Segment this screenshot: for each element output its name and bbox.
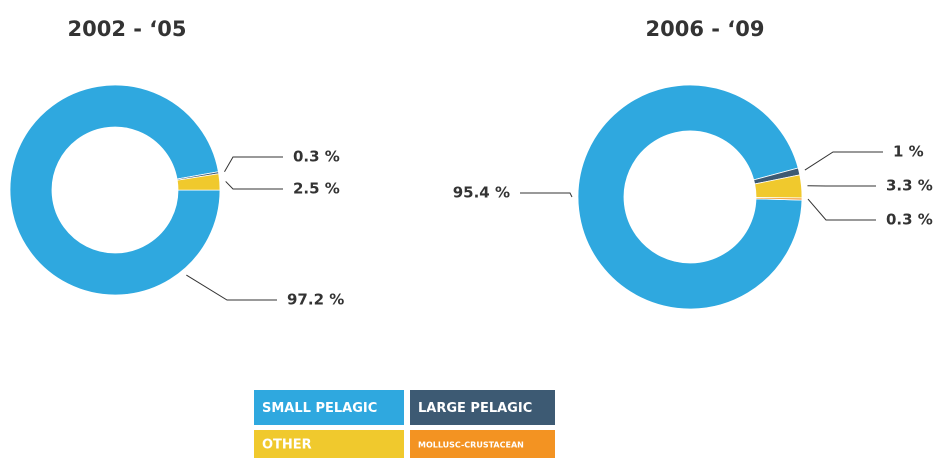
leader-line [807, 198, 876, 221]
value-label: 95.4 % [453, 184, 510, 202]
legend-swatch [254, 430, 404, 458]
leader-line [520, 192, 573, 198]
value-label: 97.2 % [287, 291, 344, 309]
legend-label: OTHER [262, 438, 312, 453]
chart-title: 2006 - ‘09 [646, 17, 765, 41]
value-label: 0.3 % [293, 148, 340, 166]
leader-line [225, 181, 283, 190]
slice [755, 197, 803, 201]
slice [9, 84, 221, 296]
legend-swatch [254, 390, 404, 425]
value-label: 2.5 % [293, 180, 340, 198]
value-label: 0.3 % [886, 211, 933, 229]
chart-title: 2002 - ‘05 [68, 17, 187, 41]
leader-line [186, 274, 277, 301]
leader-line [224, 156, 283, 173]
legend-label: MOLLUSC-CRUSTACEAN [418, 441, 524, 450]
legend-label: LARGE PELAGIC [418, 401, 532, 416]
leader-line [804, 151, 883, 171]
legend-swatch [410, 390, 555, 425]
legend-label: SMALL PELAGIC [262, 401, 377, 416]
value-label: 3.3 % [886, 177, 933, 195]
slice [577, 84, 803, 310]
value-label: 1 % [893, 143, 924, 161]
slice [176, 173, 221, 191]
legend-swatch [410, 430, 555, 458]
